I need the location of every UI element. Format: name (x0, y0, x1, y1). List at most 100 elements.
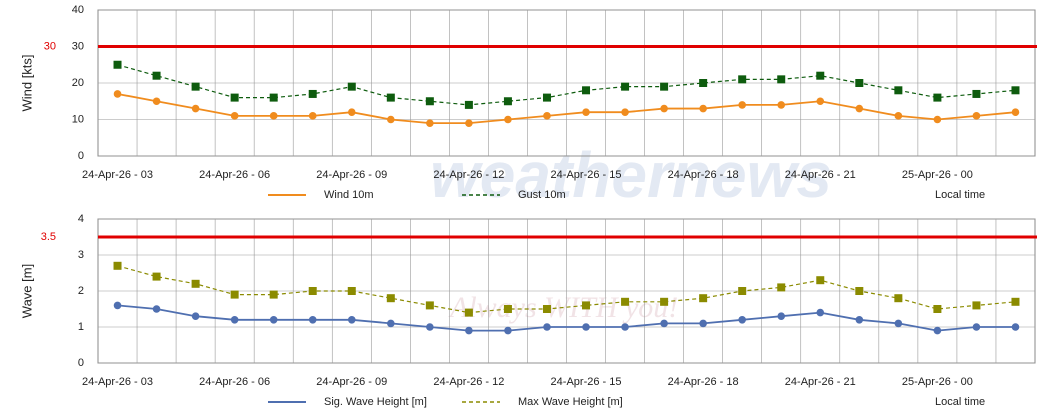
marker (582, 323, 590, 331)
marker (699, 319, 707, 328)
legend-label: Gust 10m (518, 189, 566, 201)
marker (152, 305, 161, 313)
marker (269, 93, 278, 102)
marker (894, 112, 903, 120)
marker (621, 82, 630, 91)
marker (972, 112, 981, 120)
marker (269, 290, 278, 299)
x-note: Local time (935, 189, 985, 201)
marker (699, 104, 707, 113)
x-tick-label: 24-Apr-26 - 15 (551, 169, 622, 181)
marker (816, 276, 825, 285)
marker (738, 75, 747, 84)
marker (503, 97, 512, 106)
marker (894, 86, 903, 95)
marker (387, 319, 395, 328)
y-tick-label: 20 (72, 77, 84, 89)
marker (347, 316, 356, 324)
marker (347, 287, 356, 295)
marker (933, 93, 942, 102)
marker (1011, 86, 1020, 95)
marker (191, 279, 200, 288)
marker (386, 294, 395, 303)
marker (777, 101, 786, 109)
y-axis-title: Wind [kts] (19, 54, 34, 111)
y-tick-label: 1 (78, 321, 84, 333)
marker (582, 301, 591, 310)
marker (777, 75, 786, 84)
x-tick-label: 24-Apr-26 - 03 (82, 376, 153, 388)
marker (777, 283, 786, 292)
marker (855, 104, 864, 113)
marker (933, 305, 942, 313)
marker (504, 115, 512, 124)
marker (855, 316, 864, 324)
x-tick-label: 24-Apr-26 - 12 (433, 376, 504, 388)
marker (816, 71, 825, 80)
legend-label: Max Wave Height [m] (518, 396, 623, 408)
marker (465, 119, 473, 127)
marker (191, 104, 200, 113)
marker (699, 79, 708, 87)
threshold-label: 30 (44, 40, 56, 52)
marker (308, 89, 317, 98)
marker (425, 97, 434, 106)
marker (269, 112, 278, 120)
x-tick-label: 25-Apr-26 - 00 (902, 376, 973, 388)
marker (542, 305, 551, 313)
marker (933, 326, 942, 335)
marker (426, 323, 434, 331)
marker (660, 319, 668, 328)
marker (152, 272, 161, 281)
marker (621, 108, 629, 116)
y-tick-label: 0 (78, 357, 84, 369)
marker (621, 297, 630, 306)
marker (113, 60, 122, 69)
y-tick-label: 2 (78, 285, 84, 297)
series-line (117, 304, 1016, 332)
marker (230, 290, 239, 299)
x-tick-label: 24-Apr-26 - 12 (433, 169, 504, 181)
marker (699, 294, 708, 303)
marker (113, 90, 122, 98)
marker (230, 93, 239, 102)
y-tick-label: 40 (72, 4, 84, 16)
marker (191, 312, 200, 321)
x-tick-label: 24-Apr-26 - 21 (785, 376, 856, 388)
x-tick-label: 24-Apr-26 - 09 (316, 376, 387, 388)
x-tick-label: 24-Apr-26 - 03 (82, 169, 153, 181)
y-tick-label: 30 (72, 40, 84, 52)
x-tick-label: 24-Apr-26 - 06 (199, 376, 270, 388)
marker (113, 261, 122, 270)
marker (543, 112, 551, 120)
x-tick-label: 24-Apr-26 - 09 (316, 169, 387, 181)
marker (191, 82, 200, 91)
marker (387, 115, 395, 124)
marker (1011, 323, 1020, 331)
marker (972, 323, 981, 331)
x-tick-label: 24-Apr-26 - 15 (551, 376, 622, 388)
watermark-brand: weathernews (430, 139, 832, 211)
marker (426, 119, 434, 127)
x-tick-label: 24-Apr-26 - 21 (785, 169, 856, 181)
marker (308, 112, 317, 120)
y-tick-label: 4 (78, 213, 84, 225)
threshold-label: 3.5 (41, 231, 56, 243)
marker (230, 316, 239, 324)
marker (503, 305, 512, 313)
x-tick-label: 24-Apr-26 - 18 (668, 376, 739, 388)
marker (465, 326, 473, 335)
marker (660, 82, 669, 91)
series-line (117, 64, 1016, 106)
marker (933, 115, 942, 124)
marker (464, 100, 473, 109)
x-tick-label: 24-Apr-26 - 06 (199, 169, 270, 181)
marker (816, 308, 825, 317)
legend-label: Sig. Wave Height [m] (324, 396, 427, 408)
marker (894, 294, 903, 303)
marker (308, 316, 317, 324)
marker (738, 101, 746, 109)
marker (542, 93, 551, 102)
y-tick-label: 10 (72, 113, 84, 125)
